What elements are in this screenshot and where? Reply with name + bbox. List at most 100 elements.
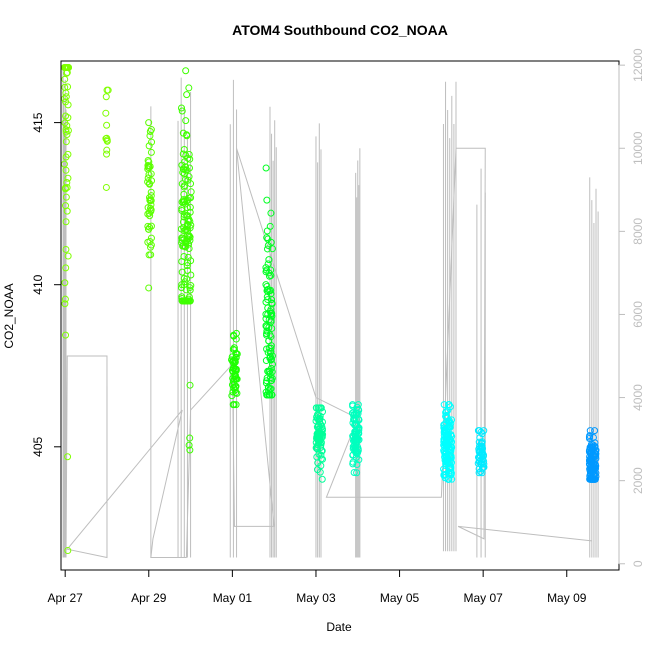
co2-data-point	[147, 188, 155, 196]
co2-data-point	[61, 295, 69, 303]
co2-data-point	[62, 93, 70, 101]
co2-data-point	[475, 427, 483, 435]
co2-data-point	[180, 253, 188, 261]
co2-data-point	[146, 132, 154, 140]
co2-data-point	[61, 75, 69, 83]
co2-data-point	[186, 155, 194, 163]
y-axis-right: 0 2000 4000 6000 8000 10000 12000	[618, 48, 645, 567]
co2-data-point	[590, 475, 598, 483]
co2-data-point	[477, 468, 485, 476]
y-tick-label: 415	[31, 112, 45, 132]
co2-data-point	[316, 436, 324, 444]
co2-data-point	[64, 63, 72, 71]
co2-data-point	[588, 460, 596, 468]
points-layer	[60, 63, 600, 555]
co2-data-point	[267, 209, 275, 217]
co2-data-point	[263, 331, 271, 339]
co2-data-point	[589, 447, 597, 455]
co2-data-point	[350, 411, 358, 419]
co2-data-point	[267, 271, 275, 279]
co2-data-point	[231, 365, 239, 373]
co2-data-point	[591, 461, 599, 469]
co2-data-point	[349, 419, 357, 427]
co2-data-point	[586, 427, 594, 435]
co2-data-point	[104, 86, 112, 94]
co2-data-point	[181, 182, 189, 190]
co2-data-point	[440, 471, 448, 479]
co2-data-point	[63, 179, 71, 187]
co2-data-point	[64, 101, 72, 109]
co2-data-point	[64, 83, 72, 91]
co2-data-point	[180, 145, 188, 153]
co2-data-point	[180, 190, 188, 198]
co2-data-point	[178, 205, 186, 213]
co2-data-point	[315, 437, 323, 445]
co2-data-point	[230, 331, 238, 339]
x-tick-label: May 05	[380, 591, 420, 605]
co2-data-point	[478, 464, 486, 472]
co2-data-point	[180, 224, 188, 232]
co2-data-point	[267, 238, 275, 246]
co2-data-point	[144, 238, 152, 246]
co2-data-point	[103, 121, 111, 129]
co2-data-point	[591, 427, 599, 435]
co2-data-point	[315, 422, 323, 430]
co2-data-point	[314, 411, 322, 419]
altitude-layer	[62, 65, 599, 559]
co2-data-point	[586, 432, 594, 440]
co2-data-point	[268, 245, 276, 253]
co2-data-point	[233, 375, 241, 383]
co2-data-point	[590, 467, 598, 475]
co2-data-point	[268, 368, 276, 376]
co2-data-point	[264, 296, 272, 304]
co2-data-point	[349, 401, 357, 409]
co2-data-point	[63, 184, 71, 192]
co2-data-point	[232, 354, 240, 362]
co2-data-point	[185, 84, 193, 92]
co2-data-point	[441, 441, 449, 449]
co2-data-point	[64, 547, 72, 555]
co2-data-point	[62, 245, 70, 253]
co2-data-point	[232, 401, 240, 409]
co2-data-point	[353, 469, 361, 477]
co2-data-point	[442, 409, 450, 417]
co2-data-point	[62, 89, 70, 97]
co2-data-point	[445, 475, 453, 483]
co2-data-point	[147, 234, 155, 242]
co2-data-point	[313, 430, 321, 438]
co2-data-point	[315, 426, 323, 434]
co2-data-point	[145, 251, 153, 259]
co2-data-point	[477, 428, 485, 436]
co2-data-point	[230, 364, 238, 372]
co2-data-point	[349, 460, 357, 468]
co2-data-point	[230, 346, 238, 354]
co2-data-point	[181, 163, 189, 171]
co2-data-point	[440, 401, 448, 409]
co2-data-point	[263, 293, 271, 301]
co2-data-point	[181, 200, 189, 208]
chart-title: ATOM4 Southbound CO2_NOAA	[232, 22, 448, 38]
co2-data-point	[145, 119, 153, 127]
co2-data-point	[186, 434, 194, 442]
co2-data-point	[478, 458, 486, 466]
co2-data-point	[62, 128, 70, 136]
co2-data-point	[178, 207, 186, 215]
co2-data-point	[354, 445, 362, 453]
co2-data-point	[146, 204, 154, 212]
co2-data-point	[268, 356, 276, 364]
co2-data-point	[264, 260, 272, 268]
co2-data-point	[185, 441, 193, 449]
y2-tick-label: 4000	[631, 384, 645, 411]
co2-data-point	[64, 453, 72, 461]
x-tick-label: Apr 29	[131, 591, 167, 605]
co2-data-point	[102, 183, 110, 191]
co2-data-point	[354, 405, 362, 413]
co2-data-point	[62, 112, 70, 120]
y2-tick-label: 8000	[631, 218, 645, 245]
co2-data-point	[442, 426, 450, 434]
co2-data-point	[229, 401, 237, 409]
co2-data-point	[61, 185, 69, 193]
co2-data-point	[230, 344, 238, 352]
co2-data-point	[262, 164, 270, 172]
